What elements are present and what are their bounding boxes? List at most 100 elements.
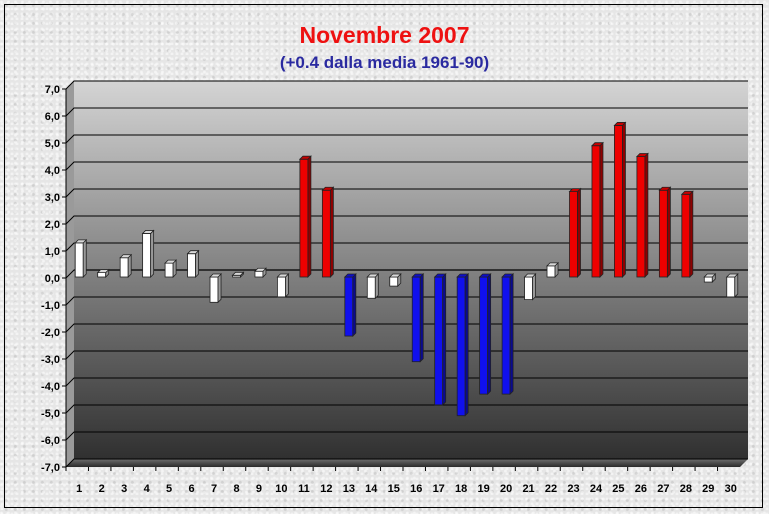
y-tick-label: 4,0 bbox=[45, 165, 60, 177]
bar-top bbox=[254, 267, 267, 272]
x-tick-label: 21 bbox=[522, 483, 534, 495]
bar-front bbox=[97, 272, 107, 278]
bar-front bbox=[344, 276, 354, 337]
bar-side bbox=[195, 249, 199, 278]
y-tick-label: -6,0 bbox=[41, 435, 60, 447]
x-tick-label: 5 bbox=[166, 483, 172, 495]
x-axis: 1 2 3 4 5 6 7 8 9 10 11 12 13 14 15 16 17 18 19 20 21 22 23 24 2… bbox=[65, 467, 737, 495]
bar-side bbox=[464, 273, 469, 417]
y-tick-label: 5,0 bbox=[45, 138, 60, 150]
bar-top bbox=[388, 273, 402, 278]
gridline bbox=[65, 242, 748, 252]
bar bbox=[209, 273, 222, 304]
bar-front bbox=[321, 189, 331, 278]
bar-top bbox=[613, 122, 627, 126]
bar-side bbox=[307, 155, 312, 278]
bar-top bbox=[456, 273, 470, 278]
bar-front bbox=[636, 156, 646, 278]
bar bbox=[119, 253, 133, 278]
bar-side bbox=[532, 273, 536, 301]
bar-side bbox=[285, 273, 289, 298]
x-tick-label: 1 bbox=[76, 483, 82, 495]
x-tick-label: 3 bbox=[121, 483, 127, 495]
bar-front bbox=[254, 270, 264, 278]
bar-top bbox=[74, 239, 88, 244]
bar-side bbox=[352, 273, 357, 338]
chart-frame bbox=[4, 4, 763, 508]
bar-front bbox=[524, 276, 533, 301]
gridline bbox=[65, 107, 748, 117]
bar-top bbox=[366, 273, 380, 278]
gridline bbox=[65, 215, 748, 225]
x-tick-label: 19 bbox=[478, 483, 490, 495]
bar-side bbox=[419, 273, 424, 363]
x-tick-label: 6 bbox=[189, 483, 195, 495]
gridline bbox=[65, 80, 748, 90]
bar-top bbox=[523, 273, 537, 278]
bar bbox=[591, 141, 604, 278]
bar-top bbox=[231, 271, 245, 276]
bar-front bbox=[479, 276, 489, 395]
bar bbox=[141, 229, 155, 278]
bar-side bbox=[509, 273, 514, 396]
bar-top bbox=[703, 273, 717, 278]
bar-side bbox=[599, 141, 604, 278]
bar-front bbox=[209, 276, 219, 303]
gridline bbox=[65, 188, 748, 198]
bar-side bbox=[734, 273, 739, 298]
bar-side bbox=[217, 273, 222, 304]
x-tick-label: 27 bbox=[657, 483, 669, 495]
bar bbox=[388, 273, 402, 288]
gridline bbox=[65, 377, 748, 387]
bar-top bbox=[501, 273, 515, 278]
gridline bbox=[65, 296, 748, 306]
bar-front bbox=[434, 276, 444, 406]
bar bbox=[523, 273, 537, 301]
bar-front bbox=[142, 233, 152, 278]
x-tick-label: 14 bbox=[365, 483, 378, 495]
bar-top bbox=[119, 254, 133, 259]
bar-top bbox=[321, 186, 335, 191]
bar bbox=[254, 267, 267, 278]
bar-side bbox=[150, 229, 155, 278]
x-tick-label: 8 bbox=[233, 483, 239, 495]
gridline bbox=[65, 161, 748, 171]
bar bbox=[635, 152, 649, 278]
bar-front bbox=[456, 276, 466, 417]
y-tick-label: 0,0 bbox=[45, 273, 60, 285]
bar bbox=[366, 273, 380, 300]
x-tick-label: 9 bbox=[256, 483, 262, 495]
bar bbox=[703, 273, 717, 284]
x-tick-label: 23 bbox=[567, 483, 579, 495]
bar-front bbox=[569, 191, 578, 278]
gridline bbox=[65, 323, 748, 333]
x-tick-label: 13 bbox=[343, 483, 355, 495]
bar-front bbox=[501, 276, 511, 395]
x-tick-label: 16 bbox=[410, 483, 422, 495]
bar-side bbox=[689, 190, 694, 278]
bar-top bbox=[635, 153, 649, 157]
chart-subtitle: (+0.4 dalla media 1961-90) bbox=[279, 53, 490, 72]
bar bbox=[456, 273, 470, 417]
y-tick-label: -3,0 bbox=[41, 354, 60, 366]
gridline bbox=[65, 431, 748, 441]
x-tick-label: 25 bbox=[612, 483, 624, 495]
bar-front bbox=[703, 276, 713, 283]
bar-top bbox=[433, 273, 447, 278]
bar bbox=[343, 273, 357, 338]
bar bbox=[613, 121, 627, 278]
x-tick-label: 20 bbox=[500, 483, 512, 495]
bar-top bbox=[591, 142, 604, 147]
y-tick-label: -7,0 bbox=[41, 462, 60, 474]
bar-side bbox=[666, 186, 671, 278]
bar-side bbox=[577, 187, 581, 278]
x-tick-label: 15 bbox=[388, 483, 400, 495]
bar bbox=[478, 273, 492, 396]
bar-front bbox=[658, 189, 668, 278]
y-tick-label: -1,0 bbox=[41, 300, 60, 312]
bar bbox=[164, 259, 178, 278]
bar-front bbox=[119, 257, 129, 278]
bar bbox=[298, 155, 312, 278]
y-tick-label: 7,0 bbox=[45, 84, 60, 96]
